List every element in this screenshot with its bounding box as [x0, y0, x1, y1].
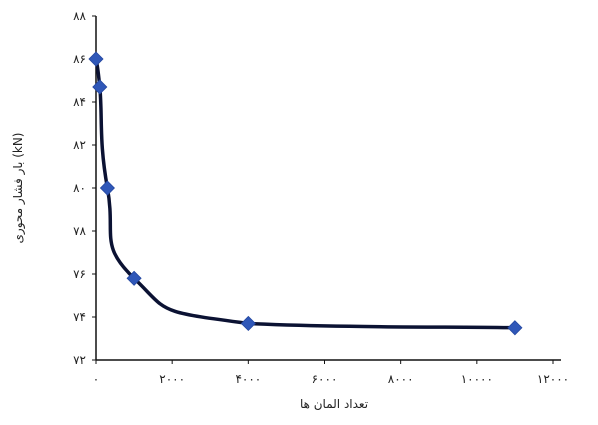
series-line [94, 57, 517, 330]
y-tick-label: ۸۰ [73, 181, 86, 195]
y-axis-title: بار فشار محوری (kN) [11, 133, 26, 244]
y-tick-label: ۸۸ [73, 9, 86, 23]
y-tick-label: ۷۸ [73, 224, 86, 238]
x-tick-label: ۱۰۰۰۰ [461, 372, 493, 386]
y-tick-label: ۸۴ [73, 95, 86, 109]
y-tick-label: ۷۴ [73, 310, 86, 324]
y-tick-label: ۸۲ [73, 138, 86, 152]
y-tick-label: ۷۶ [73, 267, 86, 281]
data-point [507, 320, 523, 336]
data-point [126, 270, 142, 286]
x-tick-label: ۲۰۰۰ [159, 372, 185, 386]
y-tick-label: ۸۶ [73, 52, 86, 66]
x-tick-label: ۸۰۰۰ [388, 372, 414, 386]
x-tick-label: ۴۰۰۰ [235, 372, 261, 386]
data-point [92, 79, 108, 95]
x-tick-label: ۰ [93, 372, 99, 386]
y-tick-label: ۷۲ [73, 353, 86, 367]
data-point [240, 315, 256, 332]
x-tick-label: ۶۰۰۰ [312, 372, 338, 386]
data-point [99, 180, 115, 196]
x-axis-title: تعداد المان ها [300, 397, 368, 411]
data-point [88, 51, 104, 67]
x-tick-label: ۱۲۰۰۰ [537, 372, 569, 386]
